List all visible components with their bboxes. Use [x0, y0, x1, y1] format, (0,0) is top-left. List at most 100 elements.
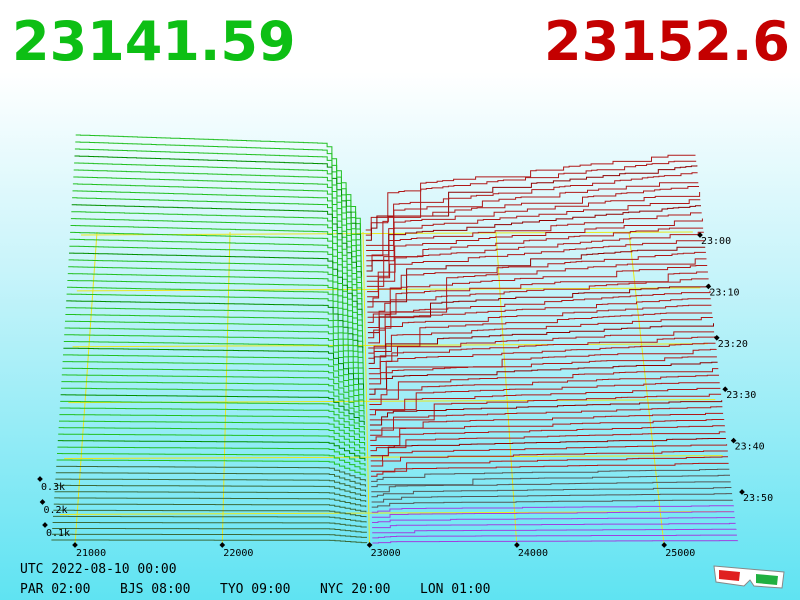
ask-depth-line [367, 258, 707, 313]
time-zone: PAR 02:00 [20, 582, 90, 597]
bid-depth-line [53, 509, 367, 518]
bid-depth-line [60, 400, 365, 431]
ask-depth-line [371, 462, 729, 477]
bid-depth-line [72, 197, 362, 277]
bid-depth-line [55, 478, 366, 492]
time-tick [697, 232, 703, 238]
ask-depth-line [371, 474, 730, 488]
bid-depth-line [63, 354, 365, 395]
ask-depth-line [366, 182, 699, 251]
bid-depth-line [54, 491, 367, 502]
price-tick [219, 542, 226, 548]
bid-depth-line [67, 286, 364, 343]
floor-grid-line [59, 510, 731, 515]
time-zone: LON 01:00 [420, 582, 490, 597]
bid-depth-line [64, 334, 364, 379]
volume-tick-label: 0.2k [44, 505, 68, 516]
ask-depth-line [369, 393, 722, 421]
ask-depth-line [367, 265, 708, 318]
bid-depth-line [62, 367, 365, 405]
ask-depth-line [370, 450, 728, 467]
bid-depth-line [74, 148, 361, 241]
time-tick-label: 23:50 [743, 493, 773, 504]
ask-depth-line [372, 528, 737, 534]
bid-depth-line [70, 218, 363, 292]
bid-depth-line [74, 162, 362, 251]
price-tick-label: 25000 [665, 548, 695, 559]
time-zone: TYO 09:00 [220, 582, 290, 597]
price-tick [514, 542, 520, 548]
ask-depth-line [370, 431, 726, 452]
ask-depth-line [369, 382, 720, 411]
bid-depth-line [57, 453, 366, 472]
ask-depth-line [371, 481, 731, 493]
ask-depth-line [366, 192, 701, 262]
bid-depth-line [69, 245, 363, 313]
bid-depth-line [69, 238, 363, 307]
ask-depth-line [372, 540, 739, 544]
bid-depth-line [68, 266, 363, 328]
ask-depth-line [368, 317, 713, 359]
ask-depth-line [371, 468, 730, 482]
volume-tick-label: 0.3k [41, 482, 65, 493]
ask-depth-line [369, 361, 718, 395]
bid-depth-line [74, 155, 362, 246]
ask-depth-line [366, 199, 701, 267]
time-tick-label: 23:10 [709, 287, 739, 298]
ask-depth-line [368, 323, 714, 364]
bid-depth-line [55, 484, 367, 497]
ask-depth-line [366, 227, 704, 287]
bid-depth-line [56, 459, 366, 477]
time-zone: NYC 20:00 [320, 582, 390, 597]
floor-grid-line [221, 231, 231, 546]
ask-depth-line [370, 406, 723, 431]
time-tick [705, 283, 712, 290]
bid-depth-line [53, 503, 367, 513]
bid-depth-line [57, 446, 366, 466]
volume-tick [42, 522, 48, 528]
bid-depth-line [72, 190, 362, 271]
time-tick [722, 386, 729, 393]
bid-depth-line [63, 347, 364, 390]
ask-depth-line [368, 312, 713, 354]
bid-depth-line [73, 169, 362, 256]
volume-tick [39, 499, 46, 505]
bid-depth-line [69, 252, 363, 318]
time-zone: BJS 08:00 [120, 582, 190, 597]
time-tick-label: 23:30 [726, 390, 756, 401]
bid-depth-line [61, 374, 365, 410]
price-tick-label: 22000 [223, 548, 253, 559]
ask-depth-line [366, 218, 703, 282]
ask-depth-line [370, 438, 726, 457]
bid-depth-line [61, 387, 365, 420]
time-tick [730, 437, 737, 444]
ask-depth-line [365, 160, 697, 236]
bid-depth-line [52, 528, 367, 533]
bid-depth-line [56, 465, 366, 482]
ask-depth-line [370, 456, 728, 472]
bid-depth-line [59, 407, 365, 436]
bid-depth-line [71, 211, 362, 287]
price-tick-label: 21000 [76, 548, 106, 559]
ask-depth-line [369, 387, 721, 416]
price-tick [366, 542, 373, 548]
price-tick-label: 24000 [518, 548, 548, 559]
price-tick [661, 542, 668, 548]
ask-depth-line [371, 487, 732, 498]
ask-depth-line [370, 419, 725, 441]
bid-depth-line [65, 314, 364, 364]
ask-depth-line [367, 240, 705, 298]
bid-depth-line [71, 204, 362, 282]
time-tick-label: 23:00 [701, 236, 731, 247]
bid-depth-line [59, 420, 366, 446]
floor-grid-line [362, 231, 370, 546]
floor-grid-line [64, 455, 723, 460]
bid-depth-line [67, 273, 363, 333]
ask-depth-line [370, 444, 728, 462]
time-tick [739, 489, 745, 495]
bid-depth-line [66, 300, 364, 354]
bid-price: 23141.59 [12, 10, 296, 73]
floor-grid-line [495, 231, 518, 546]
